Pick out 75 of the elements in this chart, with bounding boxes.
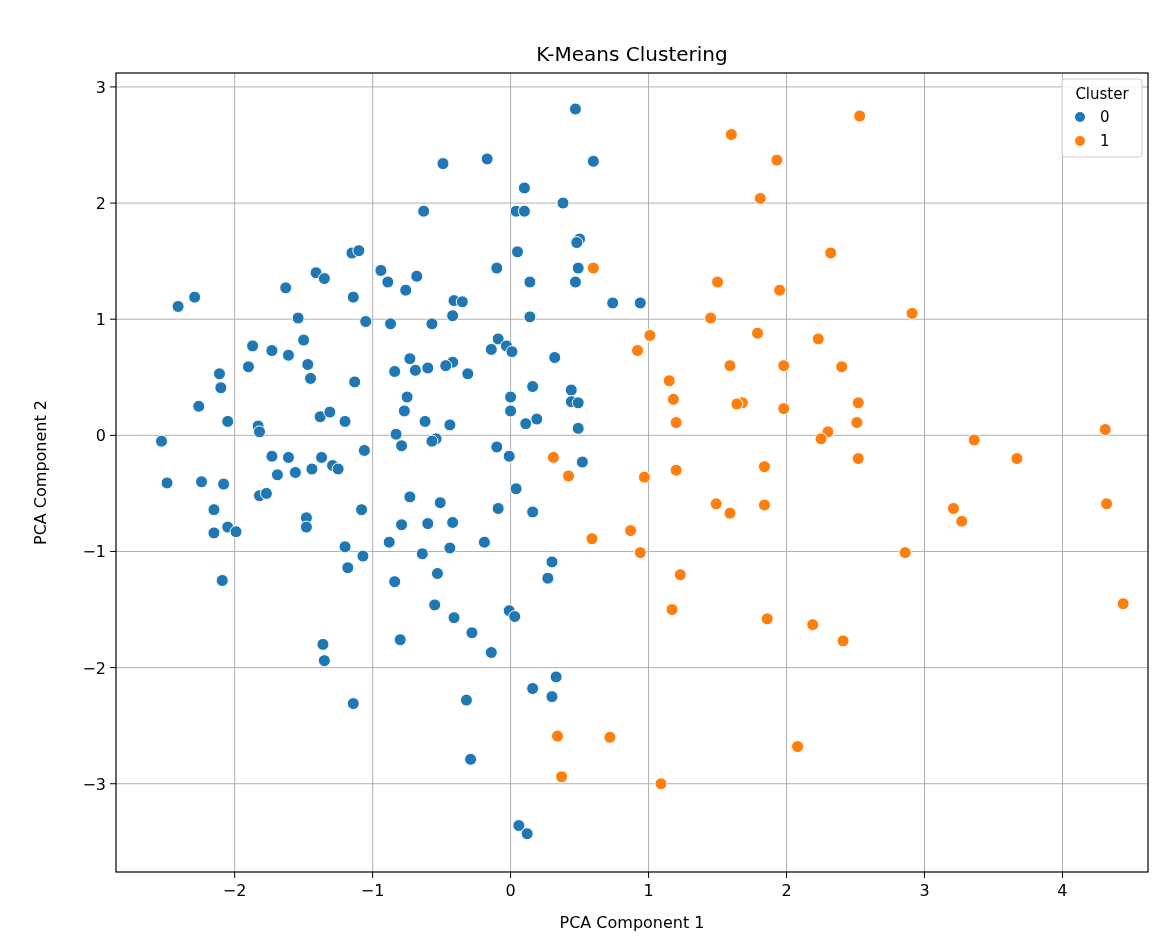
point	[760, 612, 774, 626]
point	[562, 469, 576, 483]
point	[757, 498, 771, 512]
x-tick-label: 4	[1057, 881, 1068, 900]
point	[669, 416, 683, 430]
point	[853, 109, 867, 123]
point	[851, 452, 865, 466]
point	[777, 359, 791, 373]
point	[1116, 597, 1130, 611]
point	[631, 344, 645, 358]
point	[777, 402, 791, 416]
y-tick-label: −1	[82, 542, 106, 562]
point	[585, 532, 599, 546]
point	[704, 311, 718, 325]
point	[603, 730, 617, 744]
point	[665, 603, 679, 617]
x-tick-label: 1	[643, 881, 654, 900]
point	[773, 283, 787, 297]
x-tick-label: 2	[781, 881, 792, 900]
point	[654, 777, 668, 791]
point	[946, 502, 960, 515]
x-tick-label: −1	[360, 881, 385, 900]
point	[624, 524, 638, 538]
point	[730, 397, 744, 411]
point	[551, 729, 564, 743]
point	[967, 433, 981, 447]
point	[723, 359, 737, 373]
y-tick-label: 2	[95, 194, 106, 214]
point	[806, 618, 820, 632]
point	[586, 261, 600, 275]
point	[811, 332, 825, 346]
y-tick-label: −2	[82, 658, 106, 678]
point	[824, 246, 838, 260]
point	[666, 392, 680, 406]
point	[835, 360, 849, 374]
point	[555, 770, 569, 784]
point	[711, 275, 725, 289]
point	[850, 416, 864, 430]
point	[669, 463, 683, 477]
point	[751, 326, 765, 340]
point	[673, 568, 687, 582]
x-tick-label: 0	[505, 881, 516, 900]
point	[662, 374, 676, 388]
point	[753, 191, 767, 205]
y-tick-label: 1	[95, 310, 106, 330]
y-tick-label: 3	[95, 77, 106, 97]
y-tick-label: 0	[95, 426, 106, 446]
y-tick-label: −3	[82, 774, 106, 794]
point	[1100, 497, 1114, 511]
point	[770, 153, 784, 167]
x-tick-label: −2	[222, 881, 247, 900]
point	[757, 460, 771, 474]
point	[1010, 452, 1024, 466]
point	[1098, 423, 1112, 437]
chart-title: K-Means Clustering	[536, 42, 728, 66]
point	[633, 546, 647, 560]
legend-label: 1	[1100, 132, 1110, 150]
point	[791, 740, 805, 754]
point	[898, 546, 912, 560]
point	[637, 470, 651, 484]
legend-title: Cluster	[1075, 85, 1130, 103]
point	[724, 128, 738, 142]
point	[851, 396, 865, 410]
point	[814, 432, 828, 446]
point	[955, 514, 969, 528]
point	[643, 328, 657, 342]
point	[723, 506, 737, 520]
point	[905, 306, 919, 320]
point	[836, 634, 850, 648]
y-axis-title: PCA Component 2	[31, 399, 50, 546]
point	[546, 450, 560, 464]
x-tick-label: 3	[919, 881, 930, 900]
point	[709, 497, 723, 511]
x-axis-title: PCA Component 1	[559, 913, 705, 932]
legend-label: 0	[1100, 108, 1110, 126]
